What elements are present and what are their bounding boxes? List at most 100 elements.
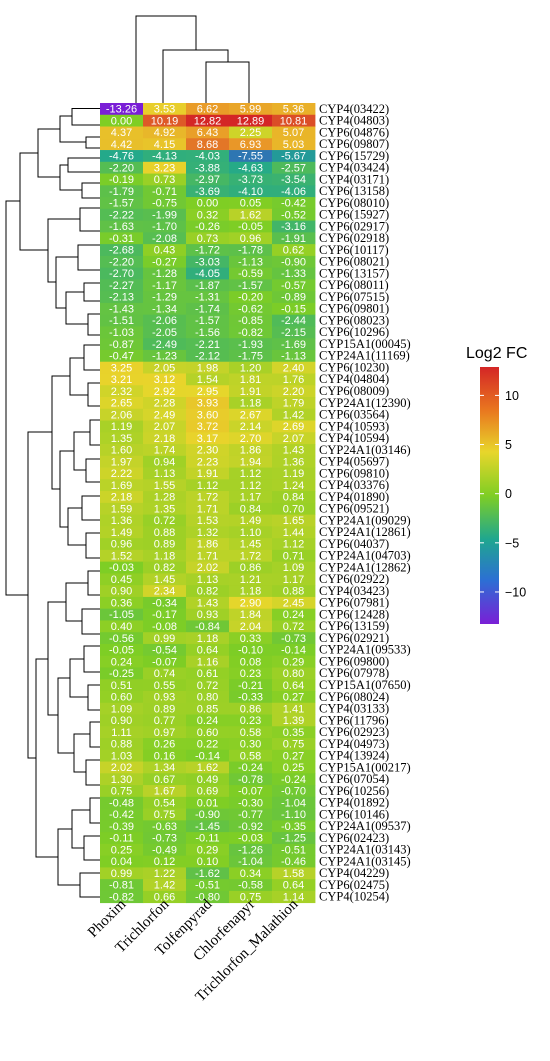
cell-value-label: 0.24 (283, 609, 304, 621)
cell-value-label: -1.29 (152, 292, 177, 304)
cell-value-label: -3.54 (281, 174, 306, 186)
heatmap-cell (143, 561, 187, 574)
heatmap-cell (100, 173, 144, 186)
cell-value-label: 1.86 (240, 445, 261, 457)
heatmap-cell (186, 103, 230, 116)
cell-value-label: -0.07 (152, 656, 177, 668)
cell-value-label: -0.03 (109, 562, 134, 574)
cell-value-label: 1.20 (240, 362, 261, 374)
cell-value-label: -2.27 (109, 280, 134, 292)
heatmap-cell (229, 373, 273, 386)
heatmap-cell (100, 702, 144, 715)
heatmap-cell (186, 643, 230, 657)
cell-value-label: 0.60 (197, 727, 218, 739)
cell-value-label: 1.55 (154, 480, 175, 492)
heatmap-cell (186, 502, 230, 515)
cell-value-label: 0.72 (283, 621, 304, 633)
cell-value-label: 0.97 (154, 727, 175, 739)
cell-value-label: 2.92 (154, 386, 175, 398)
cell-value-label: -2.68 (109, 245, 134, 257)
cell-value-label: -0.77 (238, 809, 263, 821)
cell-value-label: 3.21 (111, 374, 132, 386)
heatmap-cell (186, 726, 230, 739)
cell-value-label: 0.88 (154, 527, 175, 539)
cell-value-label: -2.15 (281, 327, 306, 339)
cell-value-label: -0.39 (109, 821, 134, 833)
heatmap-cell (272, 538, 316, 551)
heatmap-cell (143, 208, 187, 221)
heatmap-cell (100, 855, 144, 868)
heatmap-cell (272, 349, 316, 363)
cell-value-label: -2.97 (195, 174, 220, 186)
row-label: CYP6(09800) (319, 654, 389, 668)
row-label: CYP6(11796) (319, 713, 389, 727)
cell-value-label: 0.58 (240, 750, 261, 762)
heatmap-cell (143, 232, 187, 245)
heatmap-cell (272, 150, 316, 163)
cell-value-label: 1.71 (197, 503, 218, 515)
cell-value-label: 0.96 (240, 233, 261, 245)
cell-value-label: 0.75 (283, 739, 304, 751)
cell-value-label: 2.07 (283, 433, 304, 445)
heatmap-cell (143, 220, 187, 233)
heatmap-cell (143, 302, 187, 316)
heatmap-cell (186, 220, 230, 233)
colorbar-ticks: 10 5 0 −5 −10 (480, 389, 526, 599)
heatmap-cell (143, 114, 187, 127)
cell-value-label: 0.85 (197, 703, 218, 715)
cell-value-label: -1.57 (109, 198, 134, 210)
cell-value-label: 0.25 (283, 762, 304, 774)
cell-value-label: 1.09 (283, 562, 304, 574)
heatmap-cell (100, 573, 144, 586)
cell-value-label: -1.57 (238, 280, 263, 292)
cell-value-label: -0.30 (238, 797, 263, 809)
row-label: CYP24A1(09533) (319, 643, 411, 657)
heatmap-cell (100, 385, 144, 398)
cell-value-label: -1.04 (238, 856, 263, 868)
heatmap-cell (100, 291, 144, 304)
cell-value-label: 2.32 (111, 386, 132, 398)
cell-value-label: 0.27 (283, 750, 304, 762)
heatmap-cell (143, 244, 187, 257)
heatmap-cell (229, 338, 273, 351)
cell-value-label: -1.13 (238, 256, 263, 268)
cell-value-label: 0.77 (154, 715, 175, 727)
heatmap-cell (272, 773, 316, 786)
cell-value-label: -0.47 (109, 351, 134, 363)
row-label: CYP4(04973) (319, 737, 389, 751)
heatmap-cell (272, 467, 316, 480)
cell-value-label: 0.66 (154, 891, 175, 903)
cell-value-label: -0.14 (281, 645, 306, 657)
heatmap-cell (143, 820, 187, 833)
heatmap-cell (100, 714, 144, 727)
heatmap-cell (229, 150, 273, 163)
heatmap-cell (100, 349, 144, 363)
cell-value-label: -0.19 (109, 174, 134, 186)
column-dendrogram (135, 15, 250, 103)
cell-value-label: 0.73 (197, 233, 218, 245)
cell-value-label: 0.60 (111, 692, 132, 704)
heatmap-cell (229, 855, 273, 868)
cell-value-label: 1.19 (111, 421, 132, 433)
cell-value-label: 2.05 (154, 362, 175, 374)
heatmap-cell (100, 526, 144, 539)
heatmap-cell (229, 103, 273, 116)
cell-value-label: 0.88 (283, 586, 304, 598)
row-label: CYP24A1(09537) (319, 819, 411, 833)
cell-value-label: -1.91 (281, 233, 306, 245)
row-label: CYP6(02921) (319, 631, 389, 645)
heatmap-cell (100, 538, 144, 551)
heatmap-cell (272, 491, 316, 504)
heatmap-cell (186, 890, 230, 904)
cell-value-label: -0.17 (152, 609, 177, 621)
heatmap-cell (229, 702, 273, 715)
row-label: CYP4(10254) (319, 890, 389, 904)
heatmap-cell (229, 632, 273, 645)
row-label: CYP4(04804) (319, 372, 389, 386)
heatmap-cell (186, 114, 230, 127)
cell-value-label: 0.30 (240, 739, 261, 751)
cell-value-label: 0.01 (197, 797, 218, 809)
row-label: CYP24A1(12390) (319, 396, 411, 410)
heatmap-cell (186, 444, 230, 457)
cell-value-label: -1.69 (281, 339, 306, 351)
